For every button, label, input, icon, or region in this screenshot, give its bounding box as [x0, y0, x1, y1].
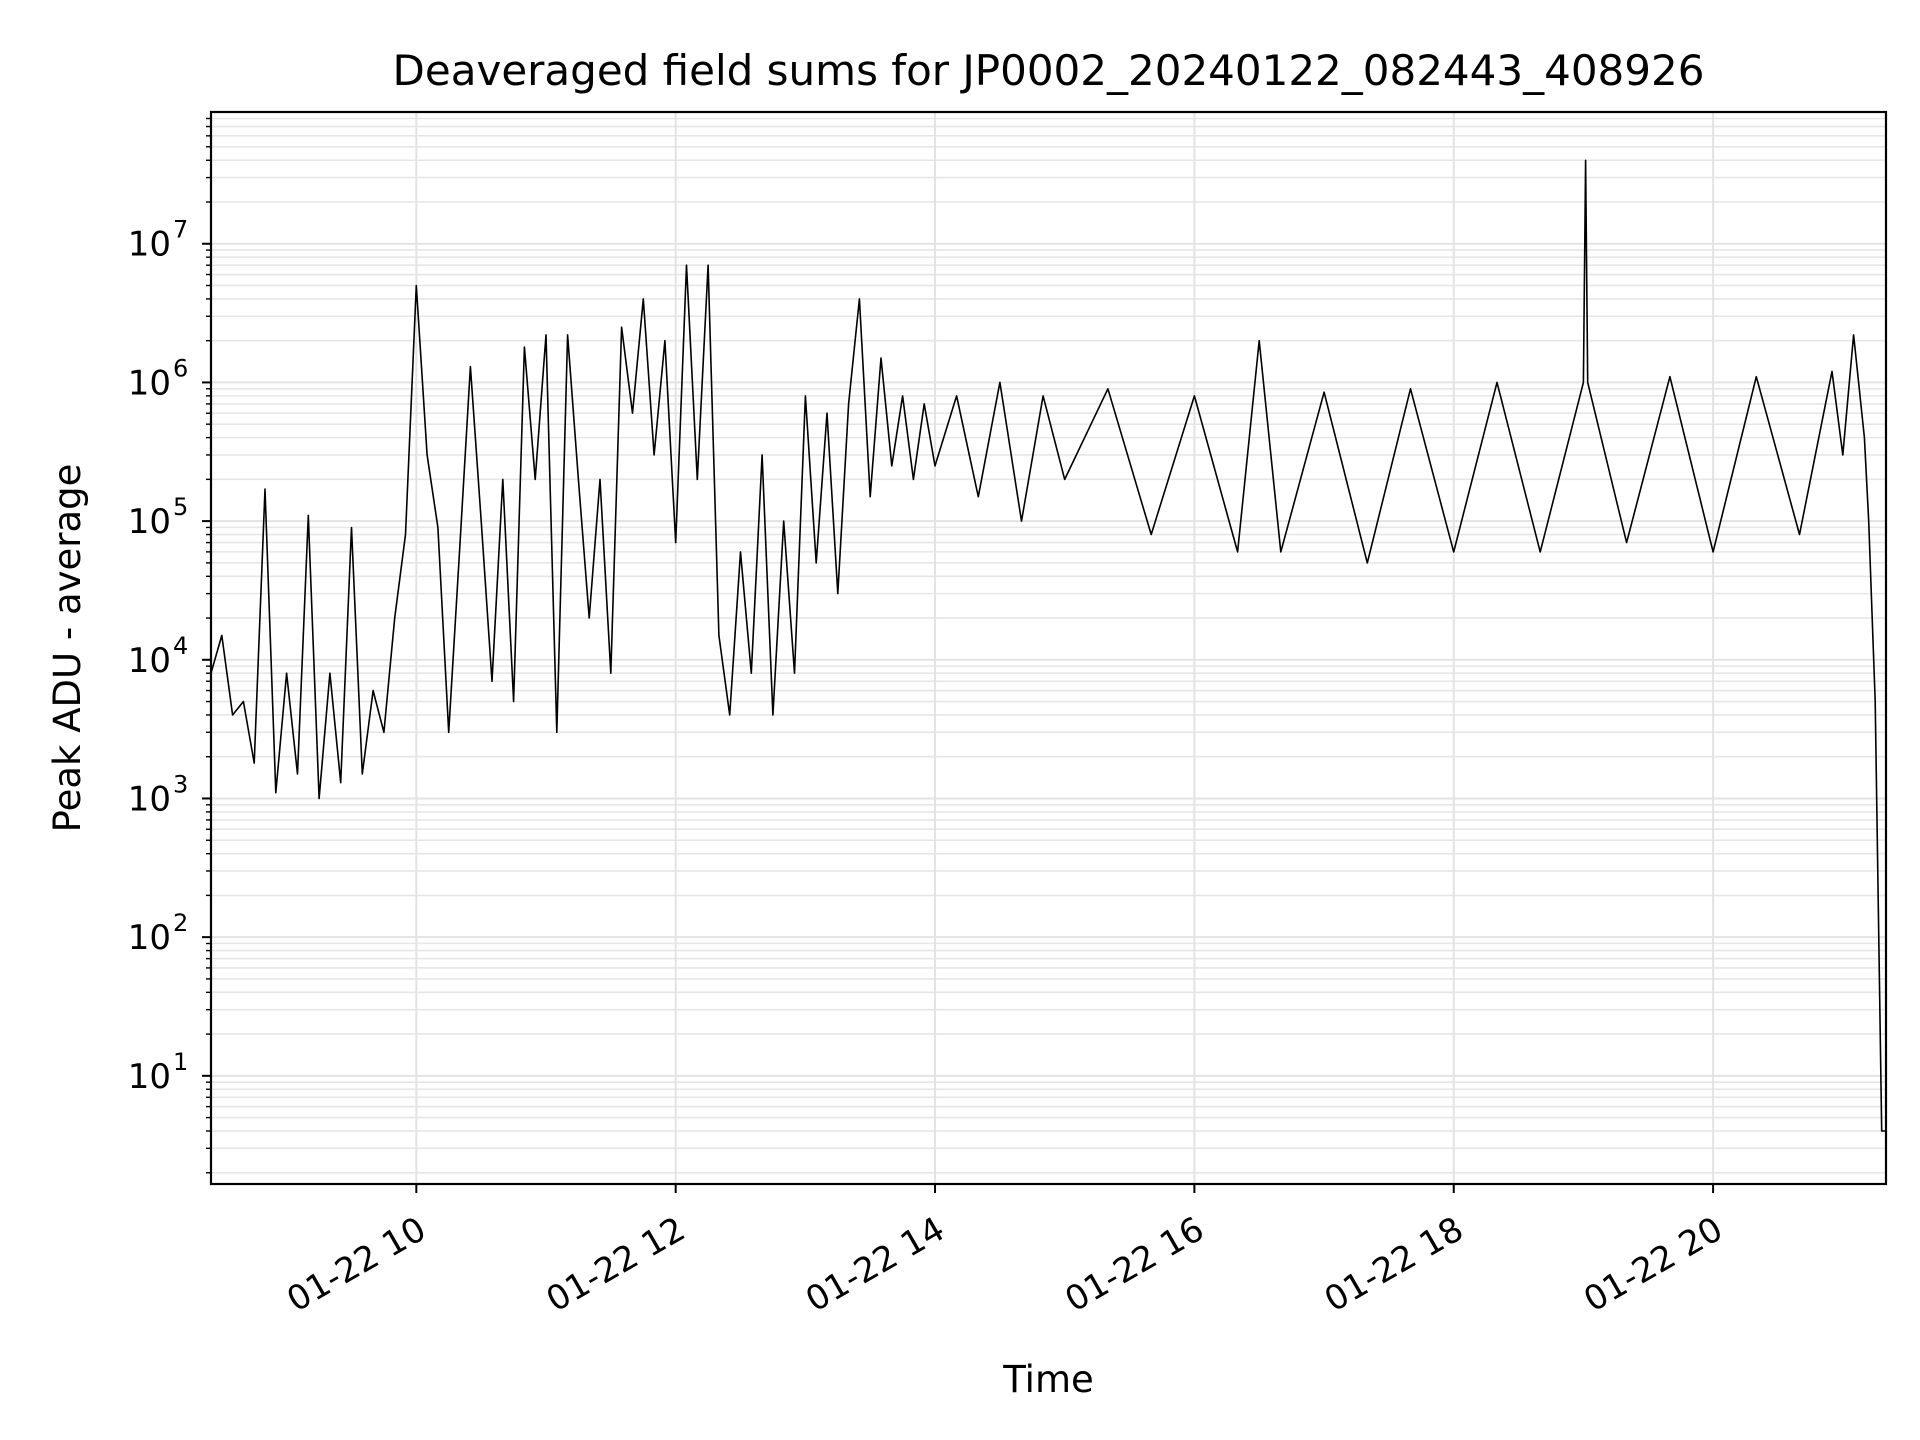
- y-tick-exponent: 4: [173, 632, 188, 660]
- y-tick-base: 10: [128, 641, 171, 681]
- y-tick-exponent: 3: [173, 770, 188, 798]
- y-tick-base: 10: [128, 502, 171, 542]
- y-axis-label: Peak ADU - average: [46, 464, 89, 833]
- y-tick-label: 10 5: [128, 493, 189, 542]
- y-tick-base: 10: [128, 779, 171, 819]
- y-tick-exponent: 1: [173, 1048, 188, 1076]
- y-tick-label: 10 7: [128, 216, 189, 265]
- y-tick-label: 10 6: [128, 354, 189, 403]
- x-axis-label: Time: [1002, 1358, 1094, 1401]
- y-tick-base: 10: [128, 363, 171, 403]
- y-tick-label: 10 4: [128, 632, 189, 681]
- series-layer: [210, 159, 1886, 1132]
- y-tick-exponent: 7: [173, 216, 188, 244]
- y-tick-label: 10 1: [128, 1048, 189, 1097]
- y-tick-base: 10: [128, 225, 171, 265]
- y-tick-base: 10: [128, 1057, 171, 1097]
- y-tick-label: 10 2: [128, 909, 189, 958]
- y-tick-exponent: 2: [173, 909, 188, 937]
- series-line-0: [210, 159, 1886, 1132]
- y-tick-base: 10: [128, 918, 171, 958]
- y-tick-exponent: 6: [173, 354, 188, 382]
- chart-title: Deaveraged field sums for JP0002_2024012…: [393, 46, 1705, 95]
- y-tick-exponent: 5: [173, 493, 188, 521]
- grid: [211, 112, 1886, 1184]
- plot-frame: [209, 110, 1888, 1186]
- y-tick-label: 10 3: [128, 770, 189, 819]
